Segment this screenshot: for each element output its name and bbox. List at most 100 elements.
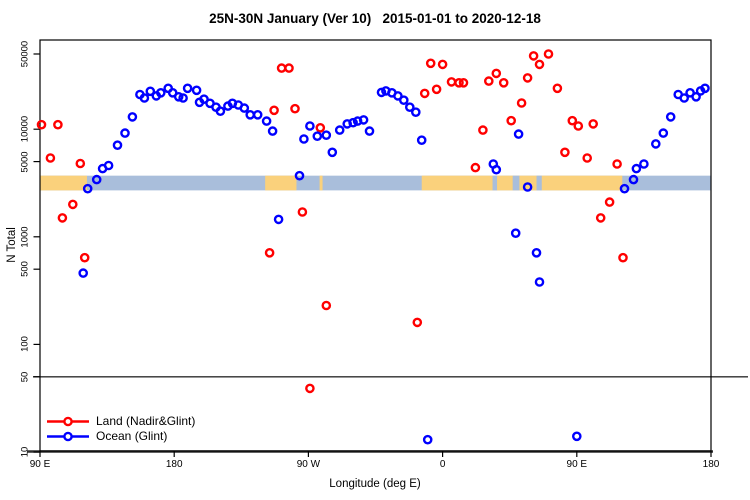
ocean-point: [651, 139, 661, 149]
ocean-point: [691, 92, 701, 102]
surface-band-ocean-sliver: [492, 175, 498, 191]
ocean-point: [700, 83, 710, 94]
land-point: [618, 252, 628, 263]
land-point: [528, 51, 539, 61]
ocean-point: [639, 159, 649, 169]
ocean-point: [294, 170, 305, 181]
land-point: [483, 76, 494, 86]
legend-label-ocean: Ocean (Glint): [96, 429, 168, 443]
land-point: [458, 78, 469, 88]
ocean-point: [334, 125, 345, 135]
land-point: [516, 98, 527, 108]
surface-band-land: [40, 175, 87, 191]
surface-band-ocean-sliver: [536, 175, 542, 191]
x-tick-label: 90 E: [566, 459, 588, 470]
x-tick-label: 0: [439, 459, 446, 470]
ocean-point: [82, 183, 93, 194]
y-tick-label: 50: [19, 371, 31, 383]
land-point: [567, 115, 578, 126]
land-point: [573, 121, 584, 131]
ocean-point: [91, 174, 102, 185]
ocean-point: [679, 93, 690, 103]
ocean-point: [191, 85, 202, 96]
ocean-point: [404, 102, 415, 112]
land-point: [491, 68, 502, 79]
ocean-point: [398, 95, 409, 105]
y-tick-label: 1000: [19, 226, 31, 248]
surface-band-land: [421, 175, 623, 191]
ocean-point: [321, 130, 332, 140]
y-tick-label: 50000: [19, 40, 31, 68]
land-point: [321, 300, 332, 311]
ocean-point: [245, 110, 255, 120]
land-point: [419, 88, 430, 99]
ocean-point: [628, 174, 639, 185]
ocean-point: [658, 128, 669, 138]
x-tick-label: 180: [165, 459, 183, 470]
ocean-point: [619, 183, 630, 194]
land-point: [534, 59, 545, 70]
land-point: [315, 123, 326, 133]
x-tick-label: 180: [702, 459, 720, 470]
ocean-point: [103, 160, 114, 171]
ocean-point: [572, 431, 582, 442]
land-point: [506, 115, 517, 126]
land-point: [412, 317, 423, 328]
ocean-point: [261, 116, 272, 126]
land-point: [425, 58, 436, 69]
ocean-point: [267, 126, 278, 136]
y-tick-label: 10: [19, 446, 31, 458]
y-tick-label: 10000: [19, 115, 31, 143]
ocean-point: [376, 87, 387, 98]
x-axis-title: Longitude (deg E): [329, 478, 421, 490]
ocean-point: [522, 182, 533, 192]
land-point: [454, 78, 464, 88]
ocean-point: [252, 110, 263, 120]
land-point: [446, 77, 457, 87]
land-point: [264, 247, 275, 258]
land-point: [297, 207, 308, 217]
land-point: [588, 119, 599, 129]
land-point: [560, 147, 570, 158]
land-point: [522, 73, 533, 83]
ocean-point: [127, 112, 138, 122]
legend-marker-land: [63, 416, 73, 427]
land-point: [53, 119, 63, 130]
ocean-point: [393, 91, 403, 101]
land-point: [582, 153, 593, 163]
chart-title: 25N-30N January (Ver 10) 2015-01-01 to 2…: [209, 11, 541, 26]
ocean-point: [513, 129, 524, 139]
surface-band-land: [265, 175, 297, 191]
y-tick-label: 100: [19, 336, 31, 353]
ocean-point: [305, 121, 315, 131]
plot-box: [39, 39, 712, 452]
ocean-point: [215, 106, 226, 116]
ocean-point: [120, 128, 130, 138]
land-point: [478, 125, 488, 135]
ocean-point: [173, 92, 184, 102]
land-point: [45, 153, 56, 163]
ocean-point: [491, 164, 502, 175]
land-point: [79, 252, 90, 263]
ocean-point: [239, 103, 250, 113]
land-point: [75, 158, 86, 169]
ocean-point: [534, 277, 545, 287]
ocean-point: [364, 126, 375, 136]
land-point: [290, 103, 300, 114]
ocean-point: [178, 93, 188, 103]
land-point: [552, 83, 563, 94]
ocean-point: [665, 112, 676, 122]
land-point: [595, 213, 606, 223]
ocean-point: [299, 134, 309, 144]
land-point: [36, 119, 47, 130]
land-point: [612, 159, 622, 169]
ocean-point: [631, 163, 642, 174]
ocean-point: [273, 214, 284, 225]
legend-marker-ocean: [63, 431, 73, 442]
ocean-point: [531, 247, 542, 258]
land-point: [470, 162, 481, 173]
ocean-point: [510, 228, 521, 238]
y-axis-title: N Total: [6, 227, 18, 263]
